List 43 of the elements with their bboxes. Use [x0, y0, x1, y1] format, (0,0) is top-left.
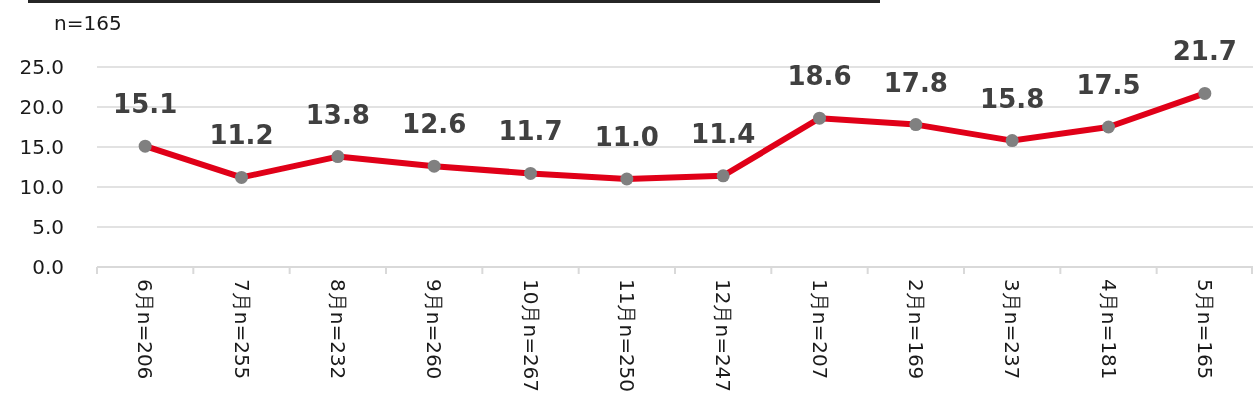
data-label: 11.2 — [209, 120, 274, 151]
data-label: 12.6 — [402, 109, 467, 140]
data-label: 13.8 — [305, 99, 370, 130]
x-tick-label: 1月n=207 — [807, 279, 832, 380]
x-tick-label: 12月n=247 — [711, 279, 736, 393]
y-tick-label: 5.0 — [32, 215, 64, 239]
data-label: 21.7 — [1172, 36, 1237, 67]
data-label: 11.7 — [498, 116, 563, 147]
point — [716, 169, 730, 183]
y-tick-label: 25.0 — [19, 55, 64, 79]
point — [235, 170, 248, 184]
data-label: 11.4 — [691, 118, 756, 149]
point — [620, 172, 634, 186]
y-tick-label: 0.0 — [32, 255, 64, 279]
x-tick-label: 4月n=181 — [1096, 279, 1121, 380]
point — [138, 139, 152, 153]
x-tick-label: 2月n=169 — [903, 279, 928, 380]
x-tick-label: 7月n=255 — [229, 279, 254, 380]
x-tick-label: 3月n=237 — [1000, 279, 1025, 380]
point — [1102, 120, 1115, 134]
data-label: 15.8 — [980, 83, 1045, 114]
x-tick-label: 8月n=232 — [325, 279, 350, 380]
x-tick-label: 11月n=250 — [614, 279, 639, 393]
point — [813, 111, 826, 125]
point — [909, 118, 923, 132]
x-tick-label: 6月n=206 — [133, 279, 158, 380]
point — [1005, 134, 1019, 148]
x-tick-label: 10月n=267 — [518, 279, 543, 393]
point — [427, 159, 441, 173]
y-tick-label: 10.0 — [19, 175, 64, 199]
data-label: 17.8 — [883, 67, 948, 98]
point — [1198, 86, 1212, 100]
point — [331, 150, 345, 164]
x-tick-label: 5月n=165 — [1192, 279, 1217, 380]
data-label: 17.5 — [1076, 70, 1141, 100]
data-label: 15.1 — [113, 89, 178, 120]
data-label: 18.6 — [787, 61, 852, 92]
chart-subtitle: n=165 — [54, 11, 122, 35]
x-tick-label: 9月n=260 — [422, 279, 447, 380]
point — [524, 166, 537, 180]
data-label: 11.0 — [594, 122, 659, 152]
y-tick-label: 15.0 — [19, 135, 64, 159]
y-tick-label: 20.0 — [19, 95, 64, 119]
